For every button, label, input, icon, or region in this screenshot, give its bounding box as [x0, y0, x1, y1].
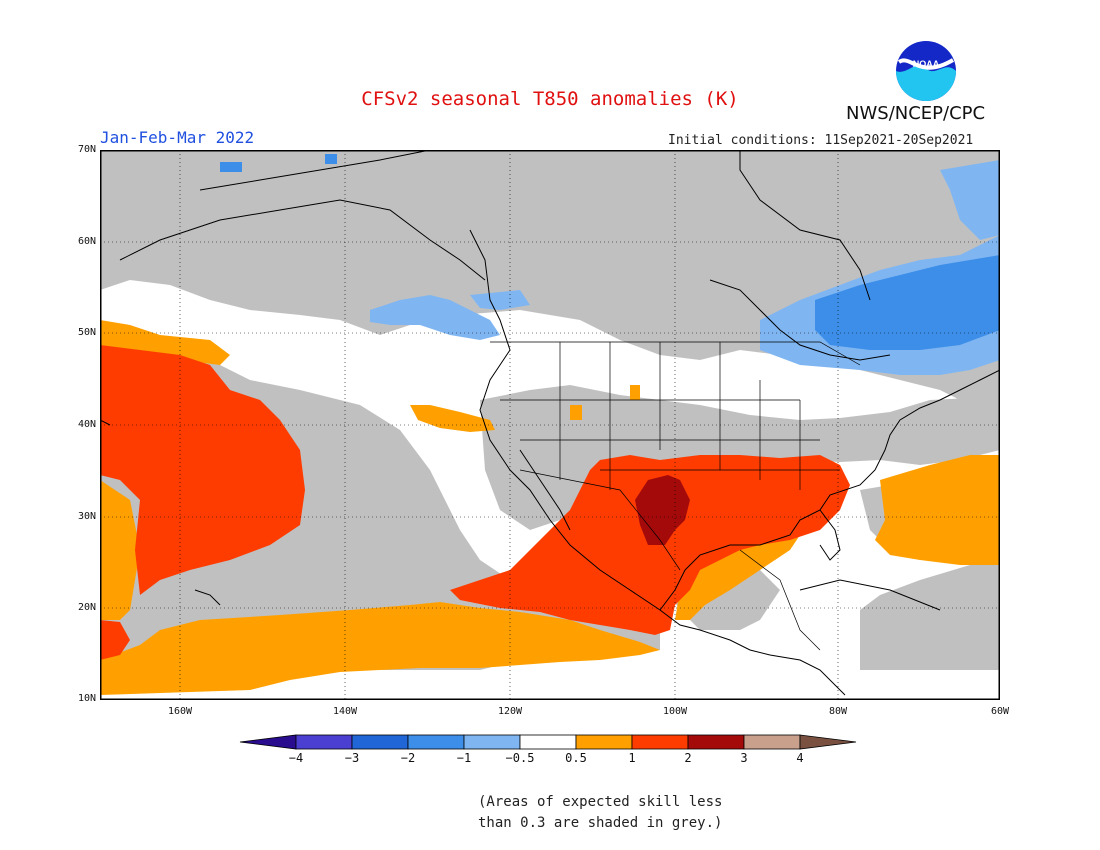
colorbar-label: −4	[288, 751, 304, 765]
colorbar-swatch	[351, 734, 409, 750]
lon-label: 80W	[828, 706, 848, 717]
colorbar-swatch	[295, 734, 353, 750]
colorbar-swatch	[575, 734, 633, 750]
colorbar-swatch	[463, 734, 521, 750]
lat-label: 20N	[77, 602, 96, 613]
map-canvas	[99, 149, 1001, 700]
coastlines	[99, 149, 1001, 696]
lon-label: 160W	[167, 706, 193, 717]
colorbar-label: 1	[628, 751, 636, 765]
colorbar-label: 2	[684, 751, 692, 765]
colorbar-label: 0.5	[565, 751, 587, 765]
map-title: CFSv2 seasonal T850 anomalies (K)	[361, 88, 739, 110]
colorbar-swatch	[687, 734, 745, 750]
anomaly-map	[99, 149, 1001, 704]
lat-label: 70N	[77, 144, 96, 155]
colorbar-label: 3	[740, 751, 748, 765]
orange-anomaly	[100, 602, 660, 695]
skill-note: (Areas of expected skill less than 0.3 a…	[478, 792, 722, 834]
agency-label: NWS/NCEP/CPC	[846, 103, 986, 124]
lat-label: 40N	[77, 419, 96, 430]
colorbar-swatch	[631, 734, 689, 750]
forecast-period: Jan-Feb-Mar 2022	[100, 128, 255, 147]
note-line-1: (Areas of expected skill less	[478, 794, 723, 810]
colorbar-label: −2	[400, 751, 416, 765]
lat-label: 60N	[77, 236, 96, 247]
colorbar-label: −3	[344, 751, 360, 765]
borders	[490, 341, 861, 651]
blue-anomaly	[815, 255, 1000, 350]
colorbar-swatch	[743, 734, 801, 750]
lat-label: 10N	[77, 693, 96, 704]
colorbar-label: −0.5	[505, 751, 535, 765]
noaa-logo: NOAA	[895, 40, 957, 106]
initial-conditions: Initial conditions: 11Sep2021-20Sep2021	[668, 133, 974, 148]
lon-label: 140W	[332, 706, 358, 717]
lat-label: 50N	[77, 327, 96, 338]
logo-text: NOAA	[913, 59, 940, 69]
map-frame	[100, 150, 1000, 700]
lon-label: 100W	[662, 706, 688, 717]
colorbar-swatch	[407, 734, 465, 750]
colorbar-swatch	[519, 734, 577, 750]
lat-label: 30N	[77, 511, 96, 522]
colorbar-swatch	[799, 734, 857, 750]
colorbar-swatch	[239, 734, 297, 750]
dark-red-anomaly	[635, 475, 690, 545]
lon-label: 60W	[990, 706, 1010, 717]
lon-label: 120W	[497, 706, 523, 717]
colorbar-label: −1	[456, 751, 472, 765]
note-line-2: than 0.3 are shaded in grey.)	[478, 815, 723, 831]
colorbar	[238, 733, 862, 755]
red-anomaly-pacific	[100, 345, 305, 595]
colorbar-label: 4	[796, 751, 804, 765]
colorbar-swatches	[239, 734, 857, 750]
